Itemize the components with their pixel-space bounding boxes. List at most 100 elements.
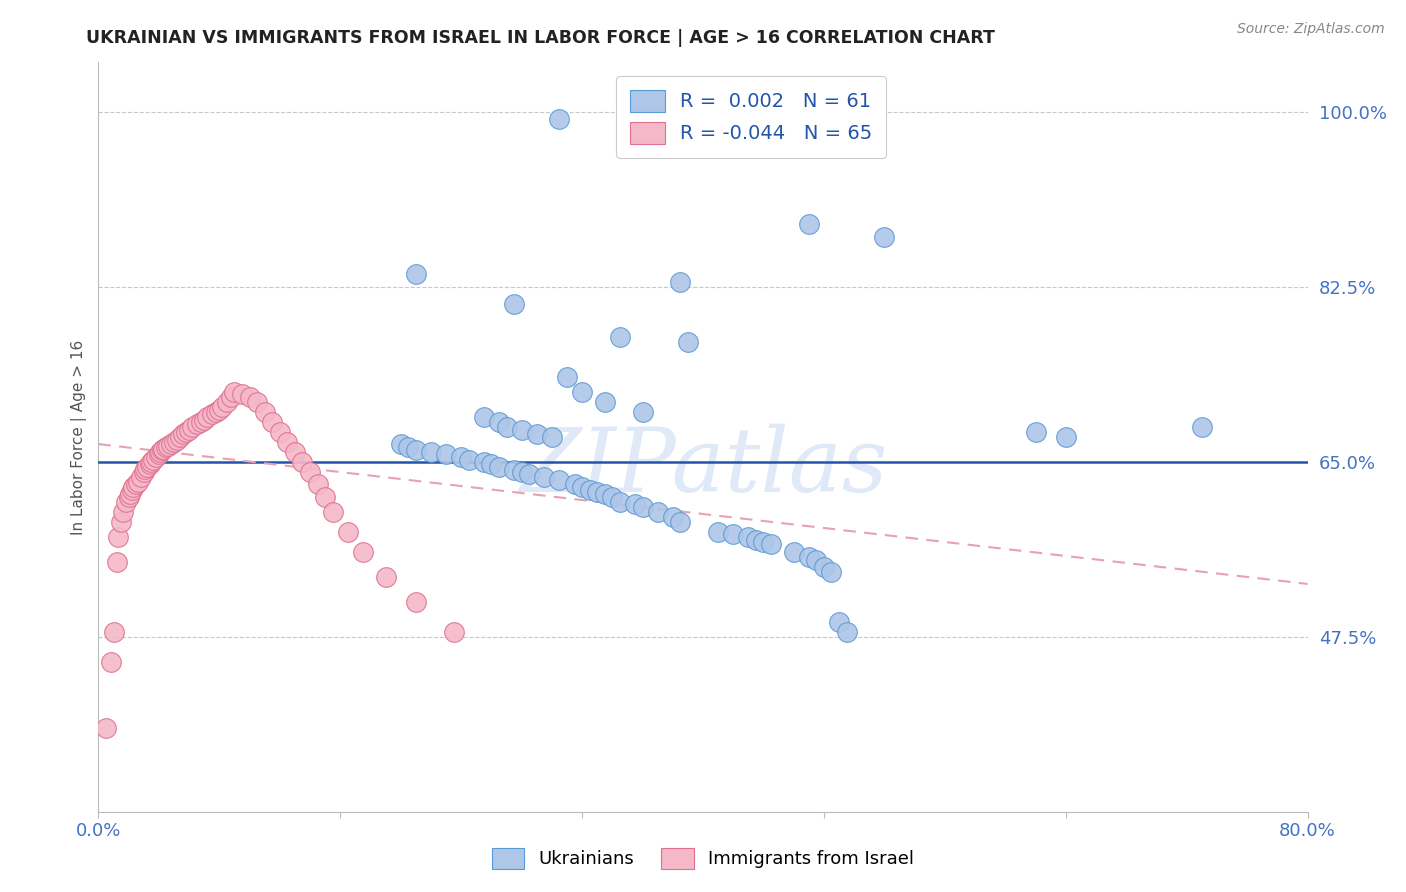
Point: [121, 483, 143, 497]
Point: [609, 495, 631, 509]
Point: [110, 515, 132, 529]
Point: [179, 423, 201, 437]
Point: [118, 490, 141, 504]
Point: [457, 453, 479, 467]
Point: [152, 442, 174, 456]
Point: [269, 425, 291, 439]
Point: [193, 413, 215, 427]
Point: [307, 477, 329, 491]
Point: [783, 545, 806, 559]
Point: [253, 405, 276, 419]
Point: [374, 570, 396, 584]
Point: [181, 420, 204, 434]
Point: [396, 440, 419, 454]
Point: [186, 417, 208, 431]
Point: [450, 450, 472, 464]
Point: [149, 445, 172, 459]
Y-axis label: In Labor Force | Age > 16: In Labor Force | Age > 16: [72, 340, 87, 534]
Point: [510, 423, 533, 437]
Point: [571, 480, 593, 494]
Point: [211, 400, 233, 414]
Point: [555, 370, 578, 384]
Point: [405, 595, 427, 609]
Point: [174, 425, 197, 439]
Point: [111, 505, 134, 519]
Point: [299, 465, 322, 479]
Point: [548, 112, 571, 127]
Point: [526, 427, 548, 442]
Point: [169, 430, 191, 444]
Point: [314, 490, 336, 504]
Point: [503, 297, 526, 311]
Point: [246, 395, 269, 409]
Point: [276, 435, 298, 450]
Point: [208, 403, 231, 417]
Point: [472, 410, 495, 425]
Point: [481, 457, 503, 471]
Text: ZIPatlas: ZIPatlas: [519, 424, 887, 510]
Point: [813, 560, 835, 574]
Point: [205, 405, 228, 419]
Point: [139, 457, 162, 471]
Point: [163, 435, 186, 450]
Point: [434, 447, 457, 461]
Point: [578, 483, 600, 497]
Point: [510, 465, 533, 479]
Point: [148, 447, 170, 461]
Point: [129, 470, 152, 484]
Point: [195, 410, 218, 425]
Point: [224, 385, 246, 400]
Point: [593, 487, 616, 501]
Point: [443, 624, 465, 639]
Point: [669, 275, 692, 289]
Point: [1024, 425, 1046, 439]
Text: UKRAINIAN VS IMMIGRANTS FROM ISRAEL IN LABOR FORCE | AGE > 16 CORRELATION CHART: UKRAINIAN VS IMMIGRANTS FROM ISRAEL IN L…: [86, 29, 995, 47]
Point: [495, 420, 517, 434]
Point: [737, 530, 759, 544]
Point: [134, 462, 156, 476]
Point: [141, 455, 163, 469]
Point: [707, 524, 730, 539]
Point: [105, 555, 128, 569]
Point: [201, 407, 224, 421]
Point: [593, 395, 616, 409]
Point: [564, 477, 586, 491]
Point: [571, 385, 593, 400]
Point: [405, 443, 427, 458]
Point: [1054, 430, 1077, 444]
Point: [114, 495, 136, 509]
Point: [624, 497, 647, 511]
Point: [820, 565, 842, 579]
Point: [336, 524, 359, 539]
Point: [166, 433, 188, 447]
Point: [156, 439, 179, 453]
Point: [797, 549, 820, 564]
Point: [215, 395, 238, 409]
Point: [647, 505, 669, 519]
Point: [517, 467, 540, 481]
Point: [284, 445, 307, 459]
Legend: Ukrainians, Immigrants from Israel: Ukrainians, Immigrants from Israel: [485, 840, 921, 876]
Point: [586, 485, 609, 500]
Point: [472, 455, 495, 469]
Point: [806, 553, 828, 567]
Point: [142, 453, 165, 467]
Point: [352, 545, 374, 559]
Point: [488, 415, 510, 429]
Point: [132, 465, 155, 479]
Point: [759, 537, 782, 551]
Point: [828, 615, 851, 629]
Point: [661, 510, 683, 524]
Point: [100, 655, 122, 669]
Point: [322, 505, 344, 519]
Point: [125, 477, 148, 491]
Point: [873, 230, 896, 244]
Point: [262, 415, 284, 429]
Point: [120, 487, 142, 501]
Point: [150, 443, 173, 458]
Point: [405, 267, 427, 281]
Point: [389, 437, 412, 451]
Point: [127, 475, 149, 489]
Point: [548, 473, 571, 487]
Point: [221, 390, 243, 404]
